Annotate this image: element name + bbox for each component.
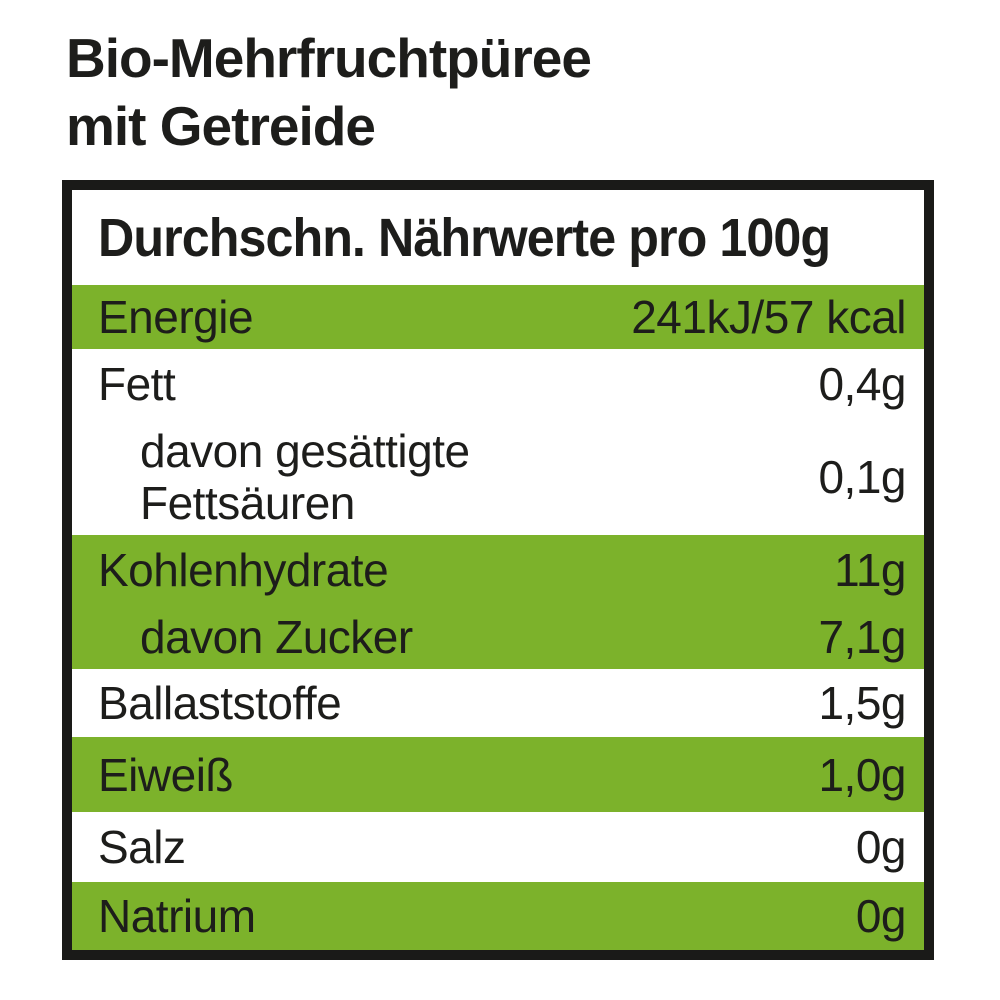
product-title-line2: mit Getreide xyxy=(66,95,376,157)
row-fett-label: Fett xyxy=(98,358,176,410)
row-energie: Energie 241kJ/57 kcal xyxy=(72,285,924,349)
row-salt: Salz 0g xyxy=(72,812,924,882)
row-saturated-fat: davon gesättigte Fettsäuren 0,1g xyxy=(72,419,924,535)
row-energie-label: Energie xyxy=(98,291,254,343)
row-fiber-value: 1,5g xyxy=(818,677,906,729)
row-energie-value: 241kJ/57 kcal xyxy=(631,291,906,343)
row-saturated-fat-label: davon gesättigte Fettsäuren xyxy=(140,425,470,529)
row-carbohydrates: Kohlenhydrate 11g xyxy=(72,535,924,605)
row-carbohydrates-value: 11g xyxy=(834,544,906,596)
product-title-line1: Bio-Mehrfruchtpüree xyxy=(66,27,592,89)
row-salt-label: Salz xyxy=(98,821,186,873)
row-fiber-label: Ballaststoffe xyxy=(98,677,342,729)
row-carbohydrates-label: Kohlenhydrate xyxy=(98,544,389,596)
row-sugar-label: davon Zucker xyxy=(140,611,413,663)
product-title: Bio-Mehrfruchtpüree mit Getreide xyxy=(66,24,592,160)
row-saturated-fat-value: 0,1g xyxy=(818,451,906,503)
row-sugar-value: 7,1g xyxy=(818,611,906,663)
row-fiber: Ballaststoffe 1,5g xyxy=(72,669,924,737)
row-fett: Fett 0,4g xyxy=(72,349,924,419)
row-sodium-label: Natrium xyxy=(98,890,256,942)
row-sugar: davon Zucker 7,1g xyxy=(72,605,924,669)
nutrition-table: Durchschn. Nährwerte pro 100g Energie 24… xyxy=(62,180,934,960)
row-protein-label: Eiweiß xyxy=(98,748,234,801)
row-protein: Eiweiß 1,0g xyxy=(72,737,924,812)
row-protein-value: 1,0g xyxy=(818,748,906,801)
row-sodium: Natrium 0g xyxy=(72,882,924,950)
row-sodium-value: 0g xyxy=(855,890,907,942)
table-header: Durchschn. Nährwerte pro 100g xyxy=(72,190,924,285)
row-salt-value: 0g xyxy=(855,821,907,873)
row-fett-value: 0,4g xyxy=(818,358,906,410)
table-header-text: Durchschn. Nährwerte pro 100g xyxy=(98,207,831,268)
